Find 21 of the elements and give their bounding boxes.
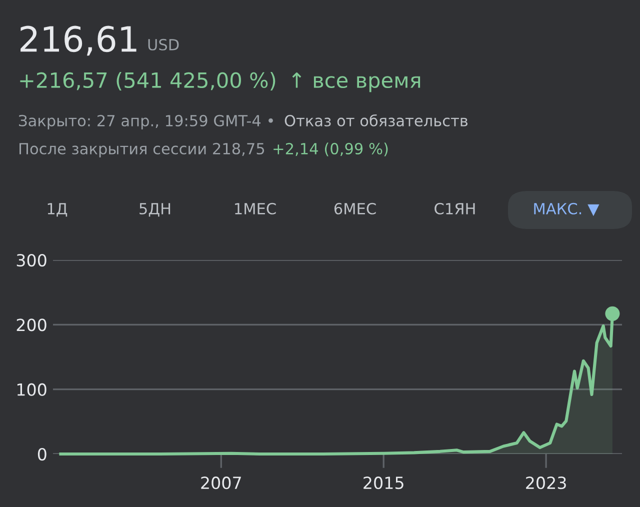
x-tick-label: 2007 [201,476,241,490]
text: Закрыто: 27 апр., 19:59 GMT-4 • [19,114,273,130]
text: Отказ от обязательств [284,114,468,126]
text: МАКС. ▼ [534,202,600,216]
y-tick-label: 0 [38,448,46,461]
y-tick-label: 100 [17,383,46,396]
x-tick-label: 2023 [526,476,566,490]
text: +216,57 (541 425,00 %) [20,72,276,90]
y-tick-label: 300 [16,254,46,267]
chart-title: 216,61 [20,26,136,56]
x-tick-label: 2015 [364,476,404,490]
text: 5ДН [140,203,170,217]
text: +2,14 (0,99 %) [274,142,388,156]
text: 1МЕС [235,202,276,214]
text: 1Д [48,203,68,217]
text: USD [148,38,179,50]
text: ↑ все время [292,72,420,92]
text: 6МЕС [334,202,376,214]
text: С1ЯН [434,202,475,214]
text: После закрытия сессии 218,75 [20,142,264,158]
y-tick-label: 200 [16,318,46,332]
